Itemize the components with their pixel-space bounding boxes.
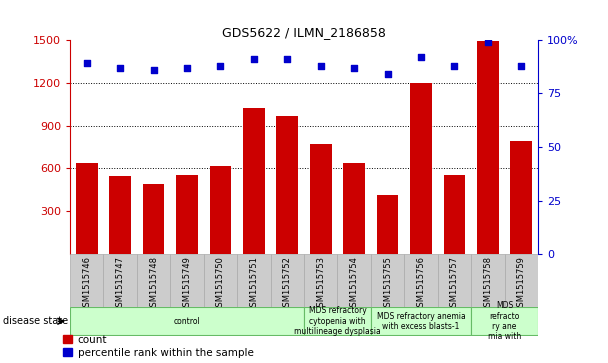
FancyBboxPatch shape (337, 254, 371, 307)
Text: GSM1515752: GSM1515752 (283, 256, 292, 311)
FancyBboxPatch shape (170, 254, 204, 307)
Bar (143, 184, 164, 254)
FancyBboxPatch shape (371, 307, 471, 335)
FancyBboxPatch shape (404, 254, 438, 307)
Point (81, 61, 91, 66)
Point (182, 65, 192, 71)
Text: GSM1515749: GSM1515749 (182, 256, 192, 311)
FancyBboxPatch shape (70, 307, 304, 335)
Bar (109, 176, 131, 254)
Text: GSM1515751: GSM1515751 (249, 256, 258, 311)
Legend: count, percentile rank within the sample: count, percentile rank within the sample (63, 335, 254, 358)
Text: GSM1515759: GSM1515759 (517, 256, 526, 311)
Text: GSM1515758: GSM1515758 (483, 256, 492, 312)
Point (215, 63, 225, 69)
FancyBboxPatch shape (237, 254, 271, 307)
Point (282, 56, 292, 62)
FancyBboxPatch shape (137, 254, 170, 307)
Bar (176, 175, 198, 254)
Point (483, 39, 493, 45)
FancyBboxPatch shape (304, 307, 371, 335)
Text: GSM1515748: GSM1515748 (149, 256, 158, 312)
Bar (410, 83, 432, 254)
Bar (511, 141, 532, 254)
FancyBboxPatch shape (471, 254, 505, 307)
Text: GSM1515746: GSM1515746 (82, 256, 91, 312)
Point (316, 63, 326, 69)
Bar (377, 195, 398, 254)
Bar (477, 41, 499, 254)
Text: GSM1515756: GSM1515756 (416, 256, 426, 312)
FancyBboxPatch shape (204, 254, 237, 307)
FancyBboxPatch shape (371, 254, 404, 307)
Point (517, 63, 527, 69)
Point (148, 67, 158, 73)
FancyBboxPatch shape (103, 254, 137, 307)
Text: disease state: disease state (3, 316, 68, 326)
Bar (210, 166, 231, 254)
Point (416, 54, 426, 60)
FancyBboxPatch shape (271, 254, 304, 307)
Text: GSM1515747: GSM1515747 (116, 256, 125, 312)
Text: GSM1515754: GSM1515754 (350, 256, 359, 311)
Bar (444, 175, 465, 254)
Point (349, 65, 359, 71)
FancyBboxPatch shape (438, 254, 471, 307)
Text: MDS refractory
cytopenia with
multilineage dysplasia: MDS refractory cytopenia with multilinea… (294, 306, 381, 336)
Text: control: control (174, 317, 200, 326)
Point (383, 71, 393, 77)
FancyBboxPatch shape (304, 254, 337, 307)
Point (449, 63, 460, 69)
Bar (76, 163, 97, 254)
Text: GSM1515750: GSM1515750 (216, 256, 225, 311)
Text: GSM1515753: GSM1515753 (316, 256, 325, 312)
Bar (344, 163, 365, 254)
Text: MDS refractory anemia
with excess blasts-1: MDS refractory anemia with excess blasts… (377, 311, 465, 331)
Bar (243, 109, 264, 254)
Text: GSM1515755: GSM1515755 (383, 256, 392, 311)
Text: GSM1515757: GSM1515757 (450, 256, 459, 312)
Title: GDS5622 / ILMN_2186858: GDS5622 / ILMN_2186858 (222, 26, 386, 39)
FancyBboxPatch shape (70, 254, 103, 307)
Text: MDS
refracto
ry ane
mia with: MDS refracto ry ane mia with (488, 301, 521, 341)
Point (249, 56, 259, 62)
Bar (310, 144, 331, 254)
FancyBboxPatch shape (505, 254, 538, 307)
Bar (277, 115, 298, 254)
Point (115, 65, 125, 71)
FancyBboxPatch shape (471, 307, 538, 335)
